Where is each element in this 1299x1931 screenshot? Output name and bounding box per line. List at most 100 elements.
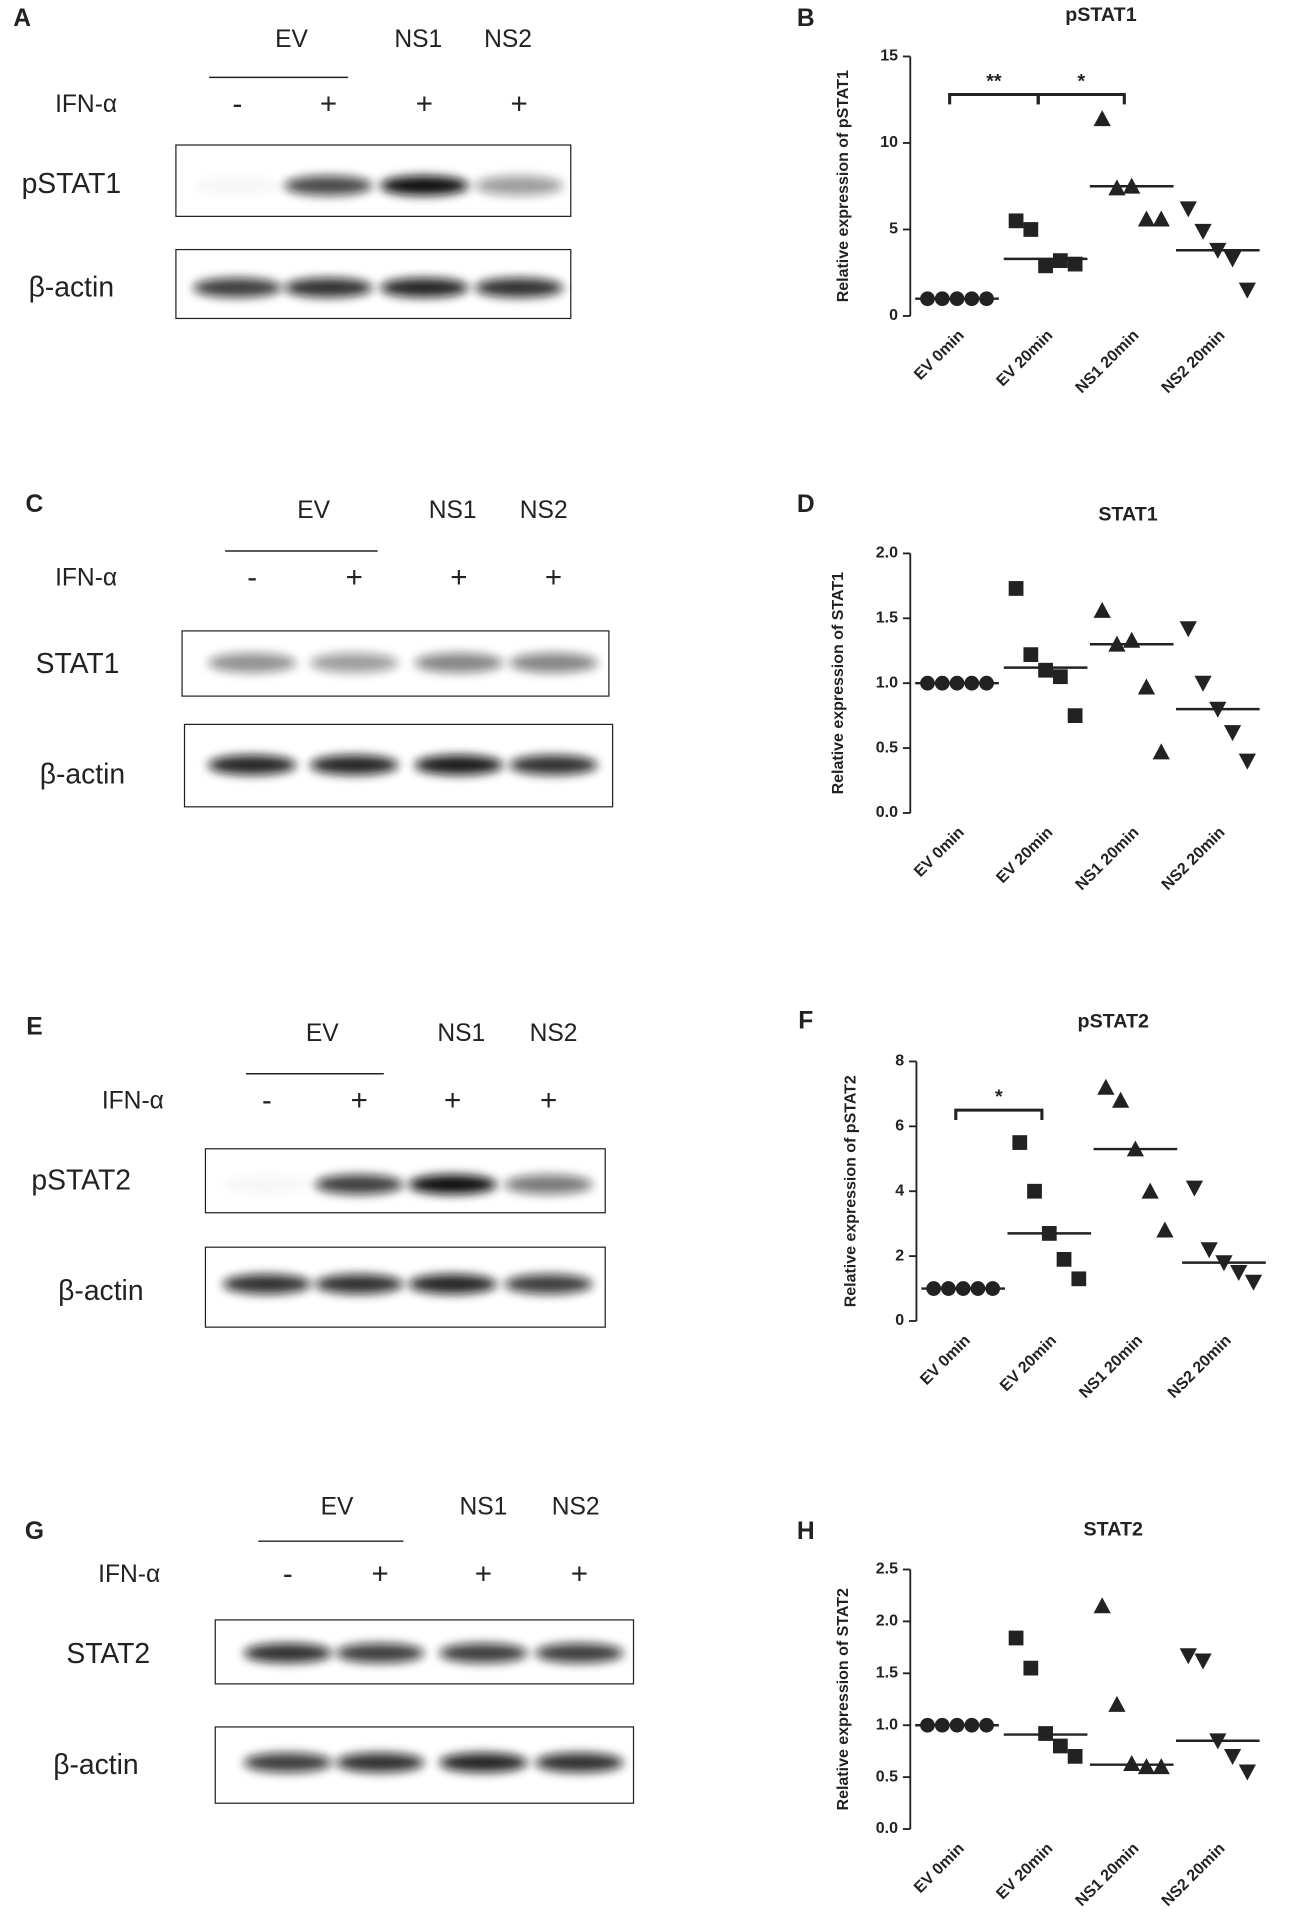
band bbox=[474, 277, 564, 298]
x-tick-label: EV 0min bbox=[911, 1840, 968, 1897]
data-point bbox=[1023, 222, 1039, 237]
y-axis-label: Relative expression of pSTAT2 bbox=[842, 1075, 859, 1307]
x-tick-label: EV 0min bbox=[917, 1332, 974, 1389]
y-tick-label: 6 bbox=[895, 1118, 904, 1135]
band bbox=[193, 277, 282, 298]
treatment-sign: + bbox=[475, 1557, 492, 1590]
band bbox=[414, 653, 504, 673]
y-tick-label: 2.5 bbox=[876, 1561, 898, 1578]
y-tick-label: 0 bbox=[895, 1312, 904, 1329]
treatment-label: IFN-α bbox=[55, 91, 117, 118]
data-point bbox=[1008, 581, 1024, 596]
band bbox=[309, 653, 399, 673]
treatment-sign: + bbox=[444, 1084, 461, 1117]
band bbox=[223, 1175, 312, 1195]
treatment-sign: - bbox=[247, 561, 257, 594]
x-tick-label: EV 20min bbox=[993, 1840, 1056, 1903]
y-tick-label: 2.0 bbox=[876, 545, 898, 562]
x-tick-label: NS2 20min bbox=[1165, 1332, 1235, 1402]
treatment-sign: + bbox=[320, 87, 337, 120]
panel-letter: C bbox=[26, 491, 44, 518]
significance-label: * bbox=[1077, 70, 1085, 92]
y-tick-label: 0.0 bbox=[876, 804, 898, 821]
significance-bracket bbox=[1036, 92, 1126, 105]
band bbox=[314, 1274, 404, 1294]
y-tick-label: 0 bbox=[889, 307, 898, 324]
significance-bracket bbox=[948, 92, 1040, 105]
data-point bbox=[1093, 601, 1111, 618]
chart-title: pSTAT1 bbox=[1065, 4, 1136, 26]
data-point bbox=[1200, 1242, 1218, 1259]
data-point bbox=[1038, 258, 1053, 274]
band bbox=[439, 1643, 528, 1663]
dot-plot: 0 5 10 15 pSTAT1 Relative expression of pSTAT… bbox=[835, 4, 1260, 397]
y-tick-label: 1.0 bbox=[876, 674, 898, 691]
band bbox=[414, 755, 504, 775]
data-point bbox=[1152, 1758, 1170, 1775]
x-tick-label: NS2 20min bbox=[1159, 824, 1229, 894]
treatment-sign: + bbox=[346, 561, 363, 594]
band bbox=[335, 1643, 425, 1663]
group-label: EV bbox=[297, 497, 330, 524]
band bbox=[309, 755, 399, 775]
data-point bbox=[1194, 675, 1212, 692]
treatment-sign: + bbox=[416, 87, 433, 120]
y-axis-label: Relative expression of STAT1 bbox=[830, 572, 847, 794]
data-point bbox=[1223, 251, 1242, 268]
chart-title: STAT1 bbox=[1098, 503, 1157, 525]
significance-bracket bbox=[954, 1108, 1044, 1120]
y-tick-label: 5 bbox=[889, 221, 898, 238]
data-point bbox=[1152, 210, 1170, 227]
x-tick-label: NS1 20min bbox=[1073, 824, 1143, 894]
row-label: pSTAT2 bbox=[31, 1163, 131, 1195]
data-point bbox=[1137, 678, 1156, 695]
data-point bbox=[1008, 213, 1024, 229]
y-axis-label: Relative expression of STAT2 bbox=[835, 1588, 852, 1810]
row-label: β-actin bbox=[58, 1274, 143, 1306]
band bbox=[535, 1643, 624, 1663]
band bbox=[193, 176, 282, 196]
panel-letter: A bbox=[13, 5, 31, 32]
treatment-sign: - bbox=[232, 87, 242, 120]
treatment-sign: + bbox=[545, 561, 562, 594]
band bbox=[243, 1752, 333, 1773]
treatment-sign: + bbox=[371, 1557, 388, 1590]
y-tick-label: 0.5 bbox=[876, 1768, 898, 1785]
y-tick-label: 0.0 bbox=[876, 1820, 898, 1837]
chart-title: STAT2 bbox=[1084, 1518, 1143, 1540]
data-point bbox=[1238, 1764, 1256, 1781]
group-label: EV bbox=[275, 26, 308, 53]
y-tick-label: 1.5 bbox=[876, 1665, 898, 1682]
group-label: NS2 bbox=[552, 1493, 600, 1520]
data-point bbox=[1067, 1748, 1083, 1764]
data-point bbox=[1244, 1274, 1263, 1291]
row-label: STAT1 bbox=[36, 647, 120, 679]
row-label: β-actin bbox=[29, 270, 114, 302]
y-tick-label: 2.0 bbox=[876, 1613, 898, 1630]
treatment-sign: + bbox=[450, 561, 467, 594]
x-tick-label: NS2 20min bbox=[1159, 1840, 1229, 1910]
x-tick-label: NS1 20min bbox=[1073, 327, 1143, 397]
data-point bbox=[1067, 256, 1083, 272]
data-point bbox=[1179, 621, 1197, 638]
x-tick-label: EV 20min bbox=[993, 824, 1056, 887]
treatment-sign: + bbox=[540, 1084, 557, 1117]
data-point bbox=[1223, 725, 1242, 742]
band bbox=[535, 1752, 624, 1773]
y-tick-label: 4 bbox=[895, 1182, 904, 1199]
group-label: NS1 bbox=[460, 1493, 508, 1520]
data-point bbox=[1156, 1221, 1174, 1238]
data-point bbox=[1185, 1180, 1204, 1197]
y-tick-label: 2 bbox=[895, 1247, 904, 1264]
panel-letter: H bbox=[797, 1518, 815, 1545]
band bbox=[243, 1643, 333, 1663]
x-tick-label: NS1 20min bbox=[1076, 1332, 1146, 1402]
data-point bbox=[1093, 110, 1111, 127]
treatment-sign: - bbox=[283, 1557, 293, 1590]
data-point bbox=[1194, 223, 1212, 240]
data-point bbox=[1027, 1183, 1042, 1199]
treatment-sign: + bbox=[571, 1557, 588, 1590]
row-label: β-actin bbox=[53, 1748, 138, 1780]
